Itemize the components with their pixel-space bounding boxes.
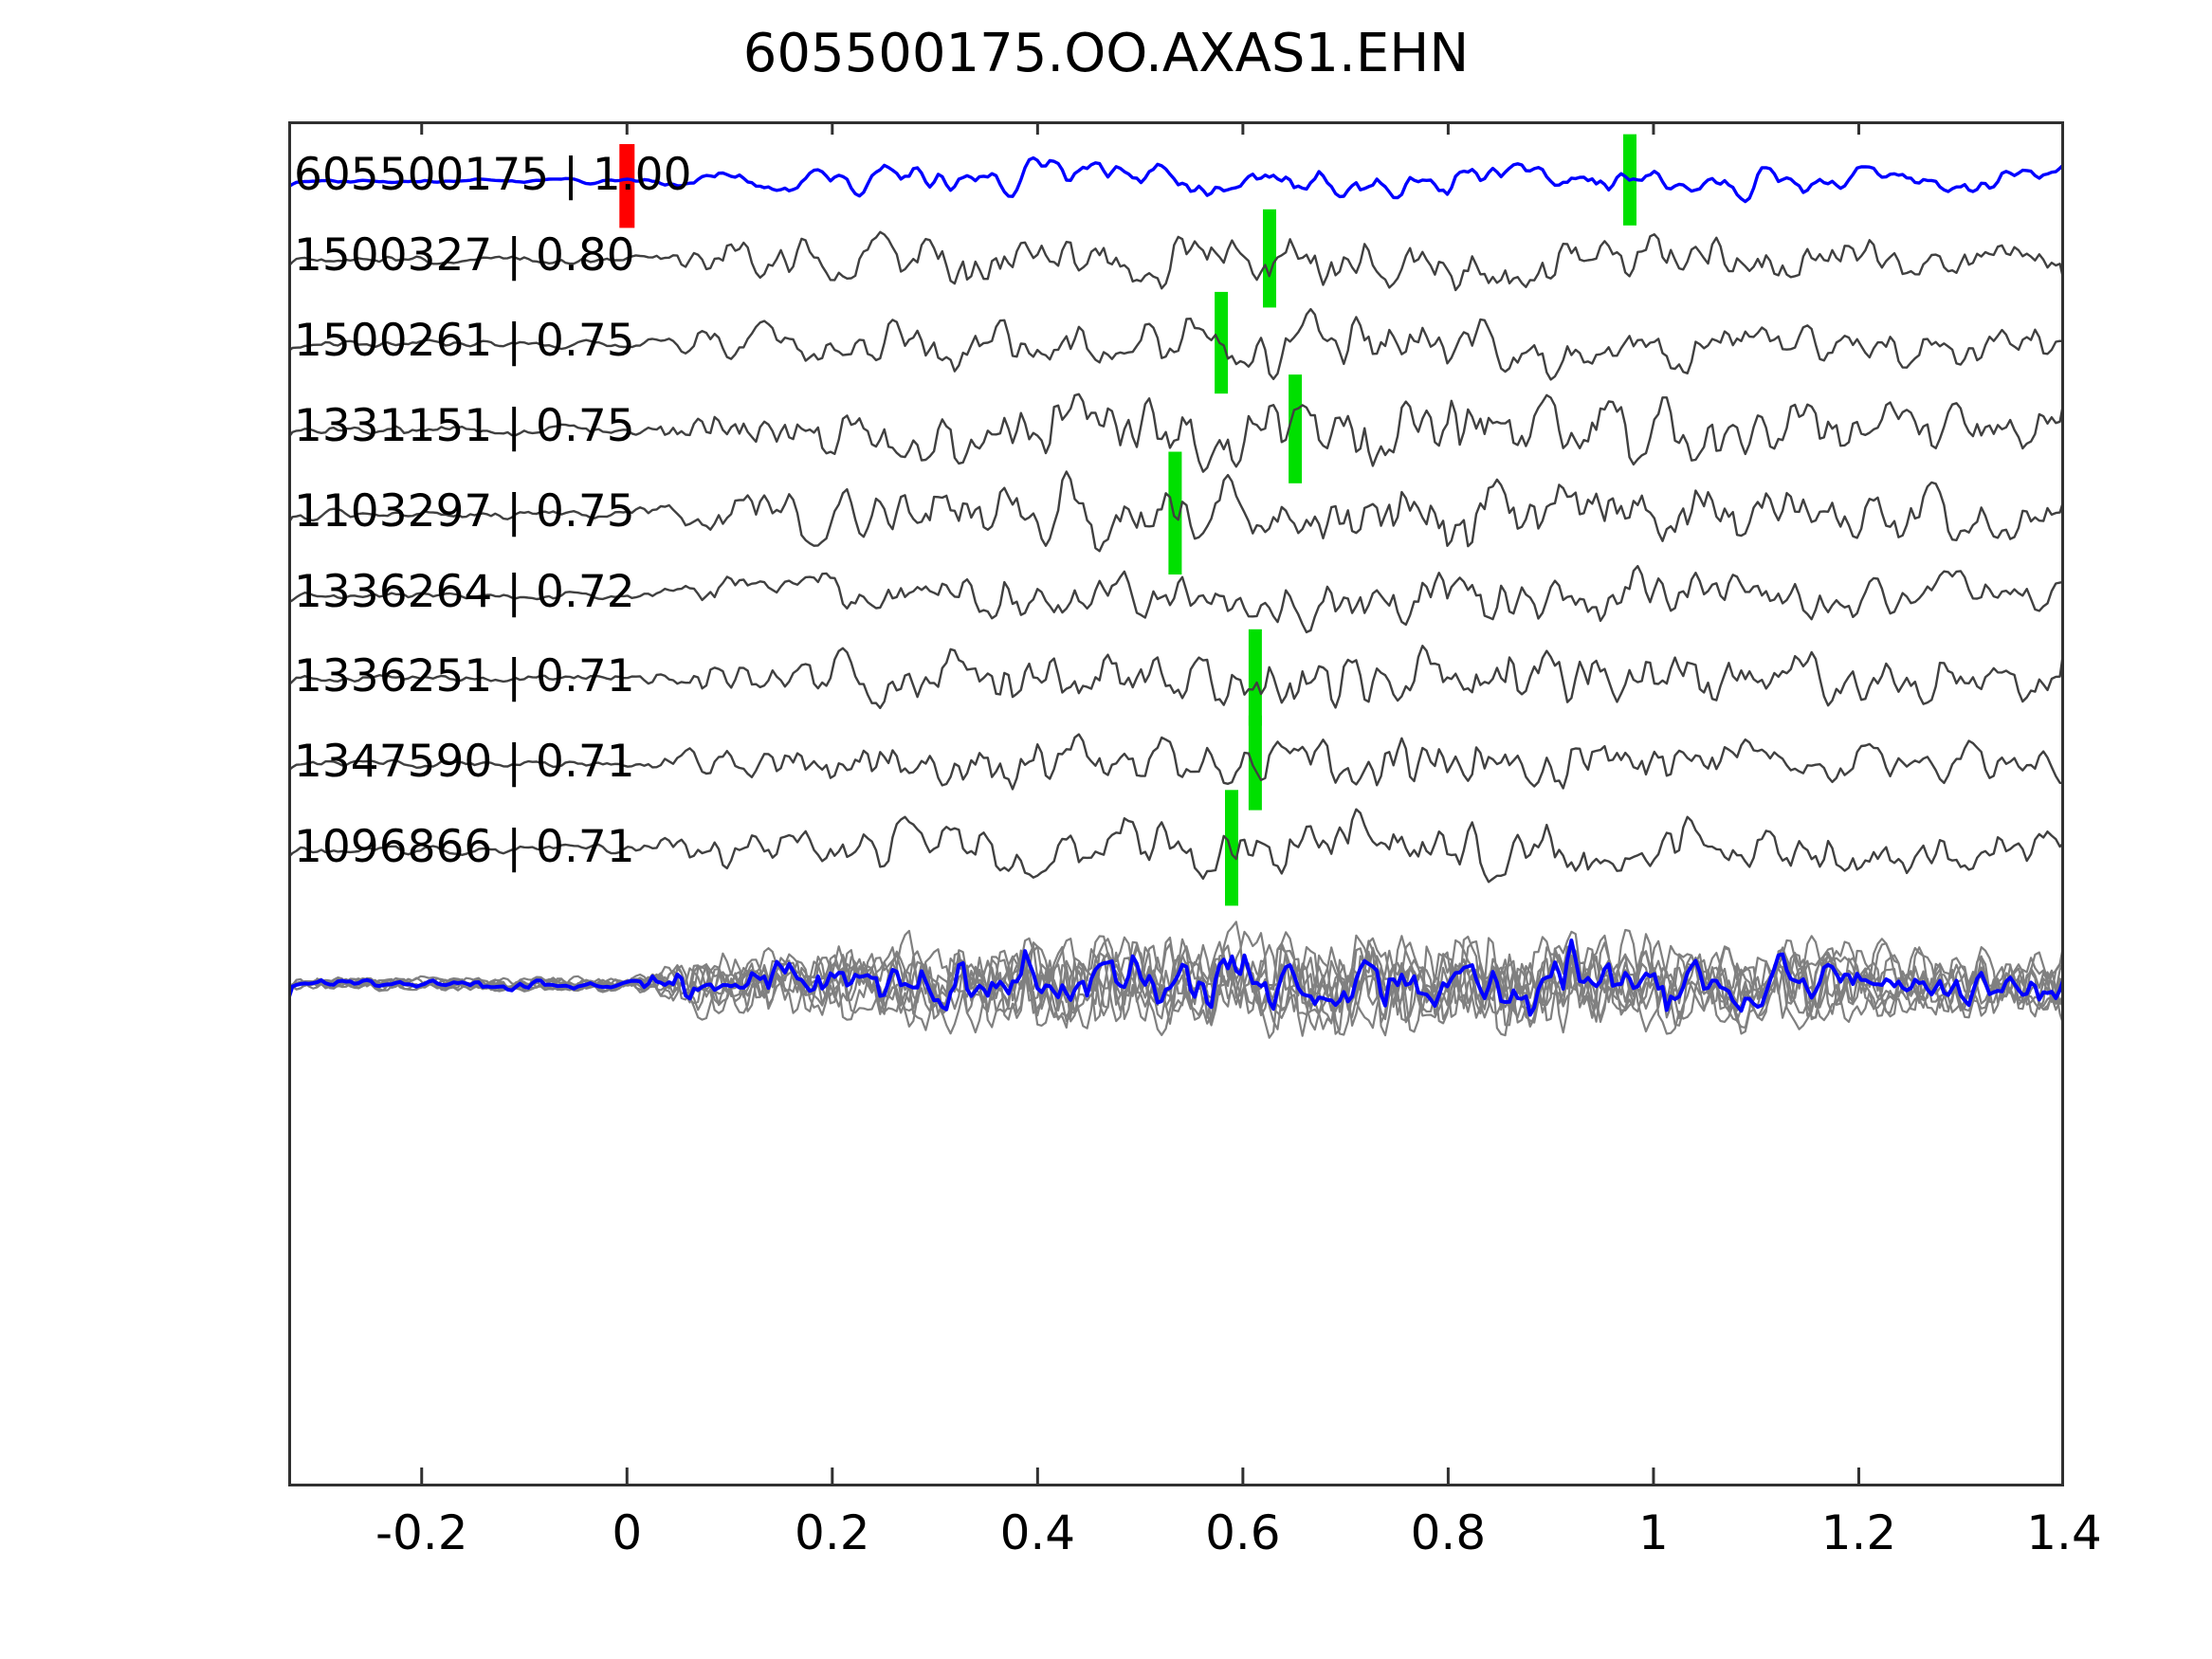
trace-label-605500175: 605500175 | 1.00: [294, 149, 692, 201]
waveform-row-1336251: [288, 629, 2064, 726]
trace-line-1103297: [288, 470, 2064, 553]
phase-pick-marker: [1168, 451, 1182, 574]
waveform-row-1096866: [288, 790, 2064, 906]
x-tick-label: 1.2: [1820, 1505, 1897, 1560]
x-tick-label: 1: [1638, 1505, 1669, 1560]
trace-line-1500261: [288, 307, 2064, 381]
trace-label-1096866: 1096866 | 0.71: [294, 821, 635, 873]
trace-line-605500175: [288, 155, 2064, 204]
page-title: 605500175.OO.AXAS1.EHN: [742, 23, 1470, 84]
trace-line-1347590: [288, 733, 2064, 791]
trace-label-1331151: 1331151 | 0.75: [294, 400, 635, 452]
trace-label-1500261: 1500261 | 0.75: [294, 315, 635, 367]
trace-line-1331151: [288, 392, 2064, 473]
waveform-row-1336264: [288, 565, 2064, 634]
stack-mean-trace: [288, 939, 2064, 1017]
x-tick-label: 0: [612, 1505, 643, 1560]
trace-label-1347590: 1347590 | 0.71: [294, 736, 635, 788]
trace-line-1500327: [288, 230, 2064, 292]
axes-frame: [288, 121, 2064, 1486]
origin-time-marker: [619, 144, 635, 228]
waveform-row-1500261: [288, 291, 2064, 394]
x-axis-tick-labels: -0.2 0 0.2 0.4 0.6 0.8 1 1.2 1.4: [288, 1505, 2102, 1572]
trace-label-1336251: 1336251 | 0.71: [294, 650, 635, 702]
phase-pick-marker: [1225, 790, 1238, 906]
trace-label-1500327: 1500327 | 0.80: [294, 229, 635, 282]
waveform-row-605500175: [288, 134, 2064, 228]
x-tick-label: -0.2: [375, 1505, 468, 1560]
x-tick-label: 0.4: [999, 1505, 1076, 1560]
trace-line-1336251: [288, 645, 2064, 709]
x-tick-label: 0.2: [795, 1505, 870, 1560]
trace-label-1103297: 1103297 | 0.75: [294, 485, 635, 538]
x-tick-label: 1.4: [2026, 1505, 2102, 1560]
waveform-row-1500327: [288, 209, 2064, 308]
trace-line-1336264: [288, 565, 2064, 634]
x-tick-label: 0.8: [1410, 1505, 1487, 1560]
phase-pick-marker: [1248, 629, 1262, 726]
plot-area: 605500175 | 1.00 1500327 | 0.80 1500261 | …: [288, 121, 2064, 1486]
trace-label-1336264: 1336264 | 0.72: [294, 566, 635, 618]
x-tick-label: 0.6: [1205, 1505, 1281, 1560]
phase-pick-marker: [1263, 209, 1276, 308]
phase-pick-marker: [1248, 715, 1262, 811]
waveform-row-1347590: [288, 715, 2064, 811]
stack-gray-trace: [288, 921, 2064, 1037]
waveform-plot-svg: [288, 121, 2064, 1486]
phase-pick-marker: [1289, 374, 1303, 483]
waveform-row-1331151: [288, 374, 2064, 483]
stack-panel: [288, 921, 2064, 1039]
trace-line-1096866: [288, 808, 2064, 884]
waveform-row-1103297: [288, 451, 2064, 574]
